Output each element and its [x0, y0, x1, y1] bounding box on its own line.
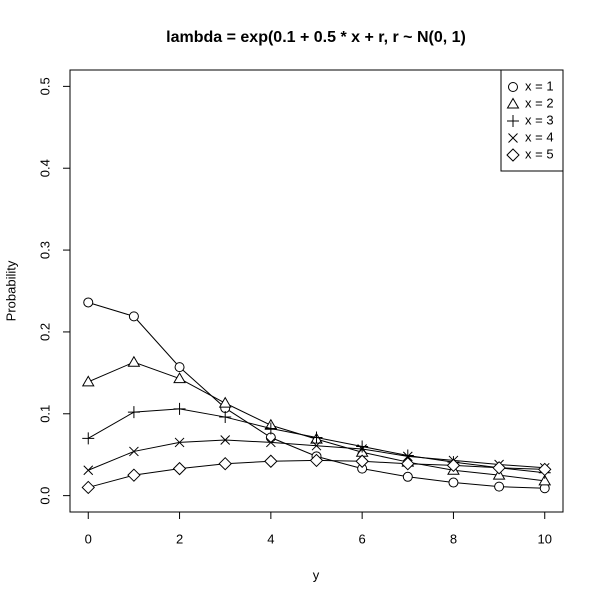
legend-label: x = 2 [525, 95, 554, 110]
point [264, 454, 278, 468]
point [82, 432, 95, 445]
point [219, 411, 232, 424]
point [538, 462, 552, 477]
legend-symbol [506, 97, 520, 109]
point [127, 468, 141, 482]
point [174, 362, 185, 373]
point [81, 480, 95, 495]
point [492, 461, 506, 475]
x-tick-label: 8 [450, 531, 457, 546]
y-tick-label: 0.3 [37, 241, 52, 259]
point [446, 458, 461, 473]
legend-symbol [508, 133, 518, 143]
legend-label: x = 3 [525, 112, 554, 127]
point [81, 375, 95, 387]
point [264, 422, 277, 435]
x-tick-label: 6 [359, 531, 366, 546]
point [83, 465, 94, 476]
point [265, 437, 276, 448]
point [402, 451, 413, 462]
point [538, 474, 552, 486]
chart-title: lambda = exp(0.1 + 0.5 * x + r, r ~ N(0,… [166, 29, 466, 46]
point [402, 471, 413, 482]
point [128, 311, 139, 322]
point [173, 372, 186, 384]
legend-symbol [506, 148, 520, 162]
legend-symbol [507, 115, 519, 127]
point [173, 402, 186, 415]
point [127, 406, 140, 419]
legend-label: x = 5 [525, 146, 554, 161]
point [355, 454, 369, 468]
y-tick-label: 0.4 [37, 159, 52, 177]
point [356, 440, 369, 453]
point [448, 477, 459, 488]
y-tick-label: 0.1 [37, 405, 52, 423]
point [172, 461, 187, 476]
legend-symbol [508, 82, 518, 92]
point [310, 431, 323, 444]
point [494, 481, 505, 492]
point [311, 440, 322, 451]
legend-label: x = 4 [525, 129, 554, 144]
y-tick-label: 0.5 [37, 77, 52, 95]
point [127, 355, 141, 367]
y-axis-label: Probability [3, 260, 18, 321]
point [218, 457, 232, 471]
point [220, 435, 231, 445]
point [218, 396, 232, 408]
plot-box [69, 69, 564, 513]
y-tick-label: 0.0 [37, 487, 52, 505]
point [401, 457, 415, 471]
x-tick-label: 10 [538, 531, 552, 546]
point [129, 446, 139, 457]
x-tick-label: 2 [176, 531, 183, 546]
x-tick-label: 0 [85, 531, 92, 546]
point [83, 297, 94, 308]
legend-label: x = 1 [525, 78, 554, 93]
x-tick-label: 4 [267, 531, 274, 546]
point [309, 453, 324, 468]
x-axis-label: y [313, 567, 320, 582]
point [174, 437, 185, 448]
point [357, 444, 368, 454]
y-tick-label: 0.2 [37, 323, 52, 341]
